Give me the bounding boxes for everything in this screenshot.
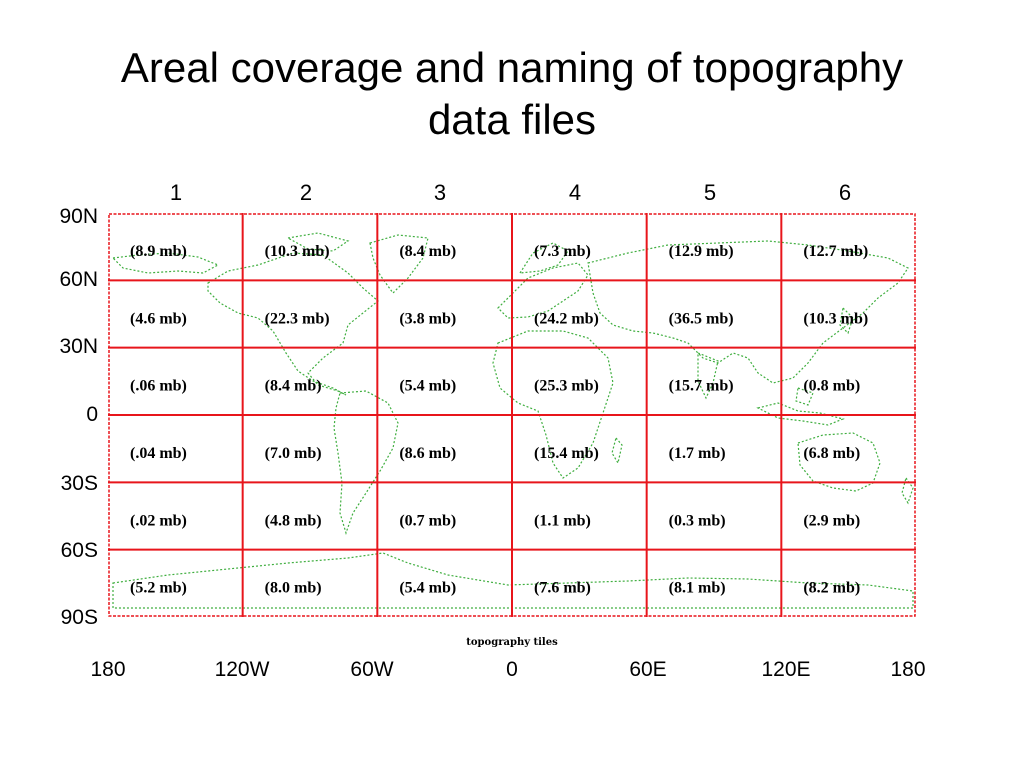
- topography-tile-map: (8.9 mb) (10.3 mb) (8.4 mb) (7.3 mb) (12.9 m…: [108, 213, 916, 617]
- title-line-2: data files: [427, 96, 597, 143]
- tile-size-label: (10.3 mb): [265, 243, 330, 260]
- tile-size-label: (8.2 mb): [803, 580, 860, 597]
- tile-size-label: (8.4 mb): [265, 378, 322, 395]
- tile-size-label: (.06 mb): [130, 378, 187, 395]
- tile-size-label: (25.3 mb): [534, 378, 599, 395]
- tile-size-label: (5.4 mb): [399, 378, 456, 395]
- longitude-label-180w: 180: [90, 658, 126, 681]
- tile-size-label: (15.4 mb): [534, 445, 599, 462]
- tile-size-label: (7.3 mb): [534, 243, 591, 260]
- latitude-label-30n: 30N: [59, 335, 98, 358]
- longitude-label-180e: 180: [890, 658, 926, 681]
- tile-size-label: (22.3 mb): [265, 310, 330, 327]
- tile-size-label: (0.7 mb): [399, 512, 456, 529]
- tile-size-label: (2.9 mb): [803, 512, 860, 529]
- page-title: Areal coverage and naming of topography …: [0, 42, 1024, 146]
- tile-size-label: (6.8 mb): [803, 445, 860, 462]
- longitude-label-0: 0: [506, 658, 518, 681]
- tile-size-label: (0.3 mb): [669, 512, 726, 529]
- tile-size-label: (8.9 mb): [130, 243, 187, 260]
- tile-grid-lines: [108, 213, 916, 617]
- longitude-label-120e: 120E: [761, 658, 811, 681]
- tile-size-labels: (8.9 mb) (10.3 mb) (8.4 mb) (7.3 mb) (12.9 m…: [130, 243, 868, 597]
- tile-size-label: (4.8 mb): [265, 512, 322, 529]
- tile-size-label: (8.0 mb): [265, 580, 322, 597]
- tile-size-label: (8.6 mb): [399, 445, 456, 462]
- longitude-label-120w: 120W: [214, 658, 270, 681]
- tile-size-label: (10.3 mb): [803, 310, 868, 327]
- latitude-label-60s: 60S: [60, 539, 98, 562]
- tile-size-label: (24.2 mb): [534, 310, 599, 327]
- map-caption: topography tiles: [466, 637, 558, 648]
- tile-size-label: (15.7 mb): [669, 378, 734, 395]
- tile-size-label: (5.4 mb): [399, 580, 456, 597]
- tile-size-label: (7.6 mb): [534, 580, 591, 597]
- column-number-6: 6: [838, 180, 852, 205]
- longitude-label-60e: 60E: [629, 658, 667, 681]
- latitude-label-60n: 60N: [59, 268, 98, 291]
- latitude-label-90s: 90S: [60, 606, 98, 629]
- latitude-label-90n: 90N: [59, 205, 98, 228]
- tile-size-label: (12.9 mb): [669, 243, 734, 260]
- title-line-1: Areal coverage and naming of topography: [120, 44, 904, 91]
- tile-size-label: (0.8 mb): [803, 378, 860, 395]
- tile-size-label: (.04 mb): [130, 445, 187, 462]
- latitude-label-30s: 30S: [60, 472, 98, 495]
- tile-size-label: (8.1 mb): [669, 580, 726, 597]
- column-number-5: 5: [703, 180, 717, 205]
- column-number-3: 3: [433, 180, 447, 205]
- tile-size-label: (7.0 mb): [265, 445, 322, 462]
- tile-size-label: (1.7 mb): [669, 445, 726, 462]
- tile-size-label: (8.4 mb): [399, 243, 456, 260]
- tile-size-label: (3.8 mb): [399, 310, 456, 327]
- tile-size-label: (12.7 mb): [803, 243, 868, 260]
- tile-size-label: (1.1 mb): [534, 512, 591, 529]
- tile-size-label: (5.2 mb): [130, 580, 187, 597]
- tile-size-label: (36.5 mb): [669, 310, 734, 327]
- tile-size-label: (.02 mb): [130, 512, 187, 529]
- column-number-4: 4: [568, 180, 582, 205]
- longitude-label-60w: 60W: [350, 658, 394, 681]
- column-number-1: 1: [169, 180, 183, 205]
- column-number-2: 2: [299, 180, 313, 205]
- tile-size-label: (4.6 mb): [130, 310, 187, 327]
- latitude-label-0: 0: [86, 403, 98, 426]
